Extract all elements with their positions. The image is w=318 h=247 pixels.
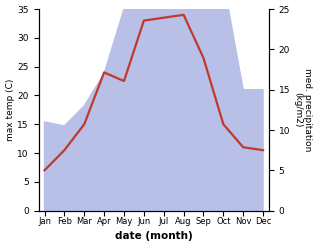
X-axis label: date (month): date (month)	[115, 231, 193, 242]
Y-axis label: max temp (C): max temp (C)	[5, 79, 15, 141]
Y-axis label: med. precipitation
(kg/m2): med. precipitation (kg/m2)	[293, 68, 313, 152]
